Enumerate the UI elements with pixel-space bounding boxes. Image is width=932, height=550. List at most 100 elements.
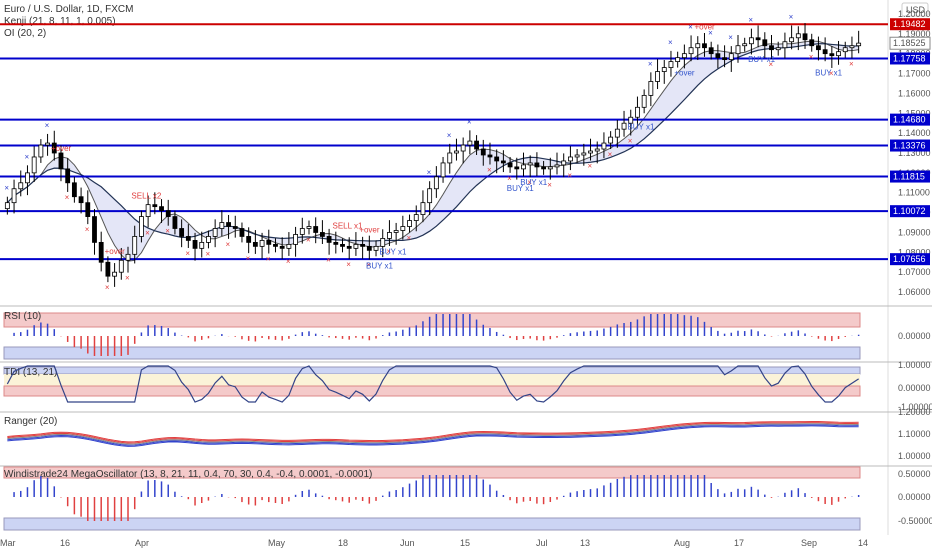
candle-body: [380, 238, 386, 247]
signal-cross-marker: ×: [306, 235, 311, 244]
signal-cross-marker: ×: [366, 260, 371, 269]
signal-cross-marker: ×: [85, 225, 90, 234]
candle-body: [802, 33, 808, 41]
candle-body: [78, 196, 84, 204]
signal-cross-marker: ×: [567, 171, 572, 180]
signal-cross-marker: ×: [4, 184, 9, 193]
candle-body: [554, 164, 560, 168]
candle-body: [608, 136, 614, 144]
candle-body: [460, 144, 466, 152]
tdi-y-label: -1.00000: [898, 402, 932, 412]
candle-body: [413, 214, 419, 221]
kenji-slow-line: [6, 43, 859, 242]
candle-body: [259, 240, 265, 247]
signal-label: BUY x1: [627, 122, 655, 131]
candle-body: [340, 243, 345, 247]
candle-body: [407, 220, 412, 227]
price-level-label: 1.14680: [893, 115, 926, 125]
currency-badge[interactable]: [901, 2, 929, 17]
signal-cross-marker: ×: [487, 166, 492, 175]
candle-body: [681, 53, 687, 59]
candle-body: [25, 172, 30, 184]
candle-body: [621, 122, 627, 130]
ranger-y-label: 1.00000: [898, 451, 931, 461]
candle-body: [293, 234, 298, 245]
mega-y-label: -0.50000: [898, 516, 932, 526]
candle-body: [38, 144, 44, 158]
x-tick-label: 14: [858, 538, 868, 548]
y-tick-label: 1.13000: [898, 148, 931, 158]
ranger-line: [7, 423, 859, 445]
candle-body: [614, 128, 620, 138]
x-tick-label: 15: [460, 538, 470, 548]
candle-body: [628, 116, 634, 124]
candle-body: [574, 154, 580, 158]
candle-body: [688, 47, 694, 55]
candle-body: [440, 162, 446, 178]
signal-cross-marker: ×: [286, 257, 291, 266]
candle-body: [139, 216, 144, 237]
signal-label: BUY x1: [507, 184, 535, 193]
candle-body: [172, 216, 178, 229]
candle-body: [165, 210, 171, 217]
y-tick-label: 1.08000: [898, 247, 931, 257]
kenji-cloud: [7, 41, 859, 262]
candle-body: [266, 240, 272, 245]
candle-body: [769, 45, 774, 51]
signal-cross-marker: ×: [24, 152, 29, 161]
candle-body: [675, 57, 681, 63]
candle-body: [748, 37, 754, 45]
signal-cross-marker: ×: [185, 249, 190, 258]
candle-body: [447, 152, 453, 164]
y-tick-label: 1.11000: [898, 188, 930, 198]
tdi-lower-band: [3, 385, 861, 397]
candle-body: [105, 261, 111, 277]
signal-cross-marker: ×: [809, 53, 814, 62]
price-level-label: 1.11815: [893, 172, 925, 182]
x-tick-label: Apr: [135, 538, 149, 548]
chart-title: Euro / U.S. Dollar, 1D, FXCM: [4, 4, 133, 15]
candle-body: [702, 43, 707, 49]
candle-body: [118, 259, 124, 273]
signal-cross-marker: ×: [467, 117, 472, 126]
candle-body: [51, 142, 57, 154]
y-tick-label: 1.14000: [898, 128, 931, 138]
candle-body: [742, 43, 748, 47]
candle-body: [346, 245, 352, 249]
candle-body: [534, 162, 540, 168]
price-level-tag: [890, 113, 930, 126]
candle-body: [467, 140, 473, 146]
signal-cross-marker: ×: [386, 247, 391, 256]
y-tick-label: 1.16000: [898, 88, 931, 98]
x-tick-label: Jul: [536, 538, 548, 548]
candle-body: [239, 228, 245, 237]
candle-body: [829, 53, 835, 57]
candle-body: [326, 236, 332, 243]
candle-body: [782, 41, 788, 49]
tdi-line: [6, 365, 859, 403]
candle-body: [494, 156, 500, 162]
candle-body: [856, 42, 862, 47]
candle-body: [655, 71, 660, 82]
candle-body: [179, 228, 185, 237]
signal-cross-marker: ×: [608, 150, 613, 159]
rsi-upper-band: [3, 312, 861, 328]
indicator-oi-label: OI (20, 2): [4, 28, 46, 39]
signal-cross-marker: ×: [165, 227, 170, 236]
candle-body: [527, 162, 533, 166]
indicator-kenji-label: Kenji (21, 8, 11, 1, 0.005): [4, 16, 116, 27]
candle-body: [226, 222, 231, 227]
x-tick-label: Mar: [0, 538, 16, 548]
price-level-tag: [890, 253, 930, 266]
candle-body: [232, 226, 238, 229]
ranger-y-label: 1.10000: [898, 429, 931, 439]
candle-body: [400, 226, 406, 231]
price-level-label: 1.10072: [893, 206, 926, 216]
candle-body: [661, 67, 667, 72]
signal-cross-marker: ×: [668, 38, 673, 47]
signal-cross-marker: ×: [447, 131, 452, 140]
x-tick-label: Jun: [400, 538, 415, 548]
signal-label: SELL x2: [131, 192, 161, 201]
signal-cross-marker: ×: [125, 274, 130, 283]
candle-body: [500, 160, 506, 164]
